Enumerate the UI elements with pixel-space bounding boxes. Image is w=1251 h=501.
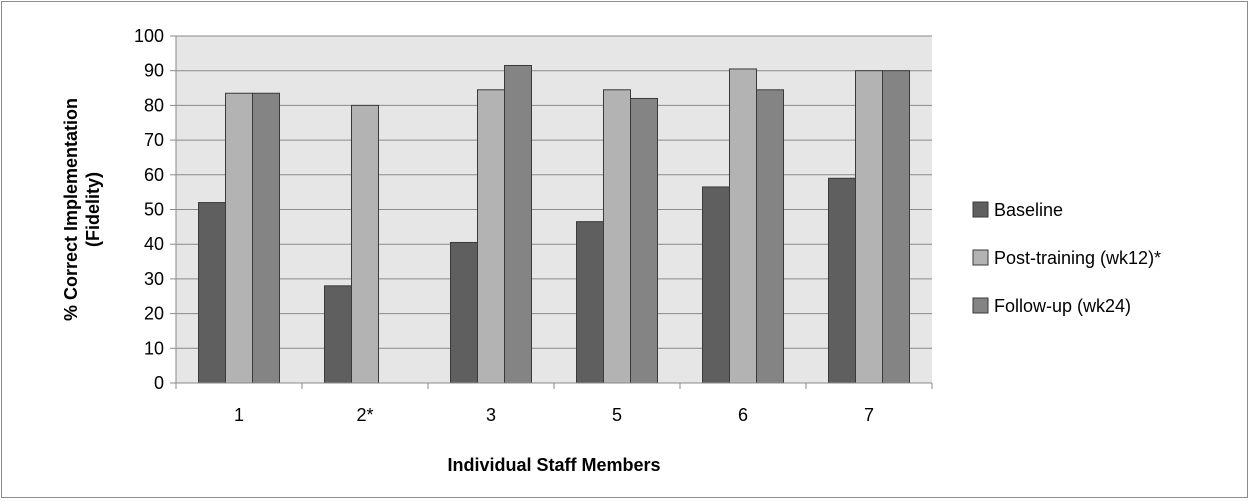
- bar: [630, 97, 658, 384]
- x-tick-label: 7: [864, 405, 874, 425]
- y-tick-label: 50: [144, 200, 164, 220]
- legend-swatch: [972, 249, 989, 266]
- legend-label: Post-training (wk12)*: [994, 248, 1161, 268]
- bar: [729, 68, 757, 384]
- y-tick-label: 40: [144, 234, 164, 254]
- y-tick-label: 10: [144, 338, 164, 358]
- x-tick-label: 1: [234, 405, 244, 425]
- bar: [603, 89, 631, 384]
- y-axis-title-line-2: (Fidelity): [83, 172, 103, 247]
- bar: [855, 70, 883, 384]
- legend-label: Follow-up (wk24): [994, 296, 1131, 316]
- y-axis-title: % Correct Implementation (Fidelity): [61, 98, 103, 321]
- bar: [576, 221, 604, 384]
- legend-swatch: [972, 297, 989, 314]
- bar: [225, 92, 253, 384]
- bars: [198, 64, 910, 384]
- bar: [324, 285, 352, 384]
- bar: [504, 64, 532, 384]
- x-axis-title: Individual Staff Members: [447, 455, 660, 475]
- y-tick-label: 30: [144, 269, 164, 289]
- x-tick-label: 3: [486, 405, 496, 425]
- bar: [252, 92, 280, 384]
- y-tick-label: 70: [144, 130, 164, 150]
- legend: Baseline Post-training (wk12)* Follow-up (…: [972, 200, 1161, 316]
- legend-label: Baseline: [994, 200, 1063, 220]
- y-tick-label: 20: [144, 304, 164, 324]
- bar: [351, 104, 379, 384]
- bar: [828, 177, 856, 384]
- x-tick-label: 5: [612, 405, 622, 425]
- y-tick-label: 60: [144, 165, 164, 185]
- bar: [702, 186, 730, 384]
- bar: [198, 202, 226, 384]
- bar: [882, 70, 910, 384]
- y-tick-label: 100: [134, 26, 164, 46]
- legend-swatch: [972, 201, 989, 218]
- y-tick-label: 0: [154, 373, 164, 393]
- bar: [450, 241, 478, 384]
- y-tick-label: 90: [144, 61, 164, 81]
- y-axis-title-line-1: % Correct Implementation: [61, 98, 81, 321]
- bar: [756, 89, 784, 384]
- x-tick-labels: 1 2* 3 5 6 7: [234, 405, 874, 425]
- axes: [170, 35, 933, 389]
- gridlines: [176, 35, 932, 349]
- x-tick-label: 2*: [356, 405, 373, 425]
- y-tick-label: 80: [144, 95, 164, 115]
- bar: [477, 89, 505, 384]
- y-tick-labels: 0 10 20 30 40 50 60 70 80 90 100: [134, 26, 164, 393]
- x-tick-label: 6: [738, 405, 748, 425]
